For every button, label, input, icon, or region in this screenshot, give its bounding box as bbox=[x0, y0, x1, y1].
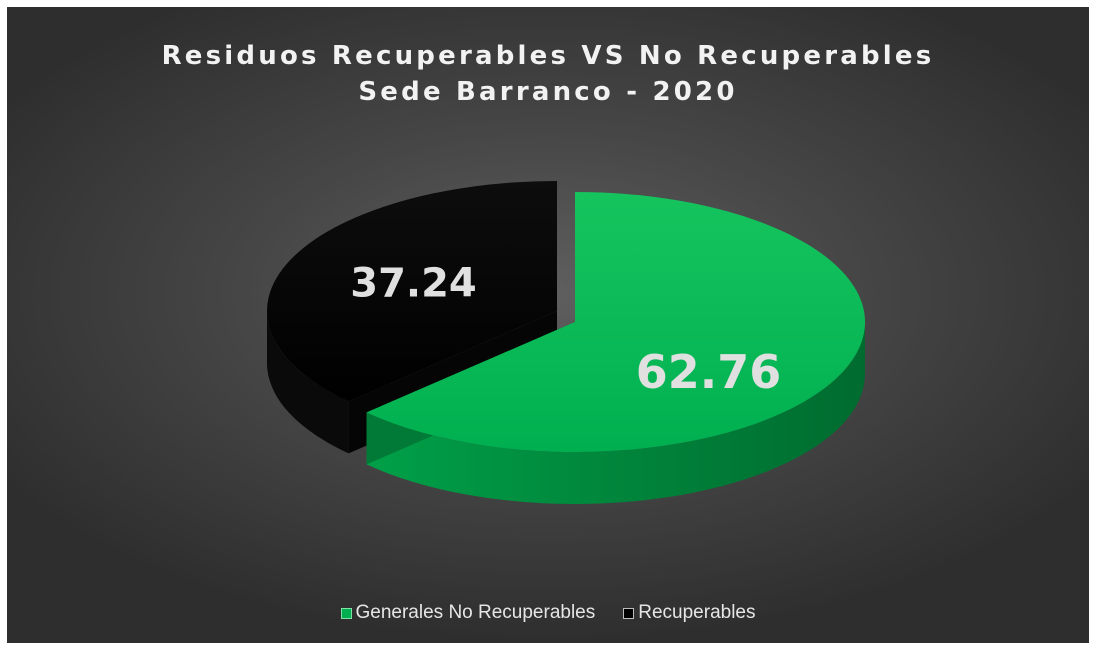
chart-area: Residuos Recuperables VS No Recuperables… bbox=[7, 7, 1089, 643]
pie-slice-0[interactable] bbox=[366, 192, 866, 452]
pie-slice-wall-1 bbox=[267, 312, 349, 454]
chart-title-line-2: Sede Barranco - 2020 bbox=[358, 77, 738, 107]
legend-swatch-recuperables bbox=[623, 607, 635, 619]
legend-swatch-no-recuperables bbox=[340, 607, 352, 619]
legend: Generales No Recuperables Recuperables bbox=[7, 602, 1089, 624]
pie-chart: 62.76 37.24 bbox=[267, 181, 866, 504]
data-label-0: 62.76 bbox=[636, 345, 782, 399]
chart-title-line-1: Residuos Recuperables VS No Recuperables bbox=[161, 41, 935, 71]
legend-label-no-recuperables: Generales No Recuperables bbox=[355, 602, 596, 623]
legend-label-recuperables: Recuperables bbox=[638, 602, 756, 623]
legend-item-recuperables[interactable]: Recuperables bbox=[623, 602, 756, 624]
pie-slice-1[interactable] bbox=[267, 181, 557, 402]
legend-item-no-recuperables[interactable]: Generales No Recuperables bbox=[340, 602, 596, 624]
pie-slice-wall-0 bbox=[366, 322, 865, 504]
data-label-1: 37.24 bbox=[350, 261, 477, 307]
